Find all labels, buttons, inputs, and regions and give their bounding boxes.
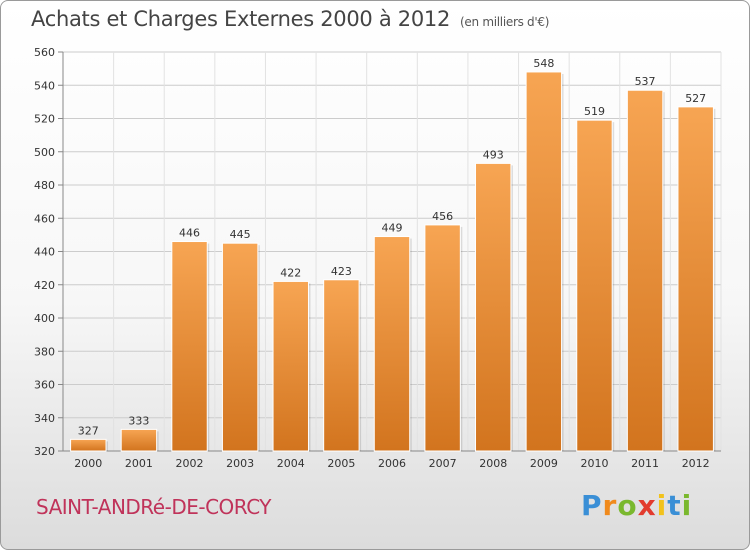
value-label: 548 bbox=[533, 57, 554, 70]
bar-2001 bbox=[120, 428, 158, 452]
bar-2010 bbox=[576, 119, 613, 452]
commune-name: SAINT-ANDRé-DE-CORCY bbox=[36, 495, 272, 519]
y-tick-label: 340 bbox=[34, 412, 55, 425]
value-label: 449 bbox=[382, 222, 403, 235]
x-tick-label: 2010 bbox=[580, 457, 608, 470]
y-tick-label: 440 bbox=[34, 246, 55, 259]
bar-2008 bbox=[475, 162, 512, 452]
y-tick-label: 480 bbox=[34, 179, 55, 192]
x-tick-label: 2002 bbox=[176, 457, 204, 470]
value-label: 422 bbox=[280, 266, 301, 279]
chart-title-block: Achats et Charges Externes 2000 à 2012 (e… bbox=[31, 7, 549, 31]
logo-letter: i bbox=[656, 489, 668, 522]
x-tick-label: 2012 bbox=[682, 457, 710, 470]
y-tick-label: 540 bbox=[34, 79, 55, 92]
x-tick-label: 2004 bbox=[277, 457, 305, 470]
value-label: 423 bbox=[331, 265, 352, 278]
y-tick-label: 400 bbox=[34, 312, 55, 325]
x-tick-label: 2008 bbox=[479, 457, 507, 470]
value-label: 445 bbox=[230, 228, 251, 241]
bar-2009 bbox=[525, 71, 563, 452]
bar-2007 bbox=[424, 224, 461, 452]
logo-letter: P bbox=[581, 489, 603, 522]
bar-2011 bbox=[626, 89, 664, 452]
bar-2004 bbox=[272, 280, 309, 452]
bar-2000 bbox=[70, 438, 107, 452]
x-tick-label: 2007 bbox=[429, 457, 457, 470]
logo-letter: o bbox=[617, 489, 638, 522]
y-tick-label: 520 bbox=[34, 113, 55, 126]
y-tick-label: 380 bbox=[34, 345, 55, 358]
proxiti-logo: Proxiti bbox=[581, 489, 692, 522]
value-label: 493 bbox=[483, 148, 504, 161]
logo-letter: i bbox=[681, 489, 693, 522]
y-tick-label: 360 bbox=[34, 379, 55, 392]
logo-letter: t bbox=[667, 489, 682, 522]
value-label: 456 bbox=[432, 210, 453, 223]
x-tick-label: 2003 bbox=[226, 457, 254, 470]
x-tick-label: 2000 bbox=[74, 457, 102, 470]
y-tick-label: 320 bbox=[34, 445, 55, 458]
x-tick-label: 2009 bbox=[530, 457, 558, 470]
x-tick-label: 2006 bbox=[378, 457, 406, 470]
bar-2012 bbox=[677, 106, 714, 452]
value-label: 446 bbox=[179, 227, 200, 240]
value-label: 333 bbox=[128, 414, 149, 427]
chart-unit-note: (en milliers d'€) bbox=[460, 15, 550, 29]
y-tick-label: 420 bbox=[34, 279, 55, 292]
value-label: 537 bbox=[635, 75, 656, 88]
chart-title: Achats et Charges Externes 2000 à 2012 bbox=[31, 7, 451, 31]
bars bbox=[70, 71, 716, 452]
bar-2005 bbox=[323, 279, 360, 452]
y-tick-label: 460 bbox=[34, 212, 55, 225]
x-tick-label: 2001 bbox=[125, 457, 153, 470]
x-tick-label: 2011 bbox=[631, 457, 659, 470]
value-label: 519 bbox=[584, 105, 605, 118]
bar-2002 bbox=[171, 241, 208, 452]
logo-letter: r bbox=[602, 489, 618, 522]
labels: 320 340 360 380 400 420 440 460 480 500 520 540 560 3… bbox=[34, 46, 710, 470]
x-tick-label: 2005 bbox=[327, 457, 355, 470]
y-tick-label: 560 bbox=[34, 46, 55, 59]
bar-2003 bbox=[221, 242, 259, 452]
y-tick-label: 500 bbox=[34, 146, 55, 159]
value-label: 527 bbox=[685, 92, 706, 105]
value-label: 327 bbox=[78, 424, 99, 437]
logo-letter: x bbox=[637, 489, 657, 522]
bar-2006 bbox=[373, 236, 411, 452]
